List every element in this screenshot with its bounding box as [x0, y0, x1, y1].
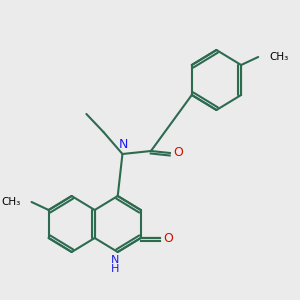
- Text: CH₃: CH₃: [1, 197, 20, 207]
- Text: N: N: [119, 138, 128, 151]
- Text: H: H: [111, 264, 119, 274]
- Text: O: O: [173, 146, 183, 160]
- Text: N: N: [111, 255, 119, 265]
- Text: O: O: [163, 232, 173, 244]
- Text: CH₃: CH₃: [270, 52, 289, 62]
